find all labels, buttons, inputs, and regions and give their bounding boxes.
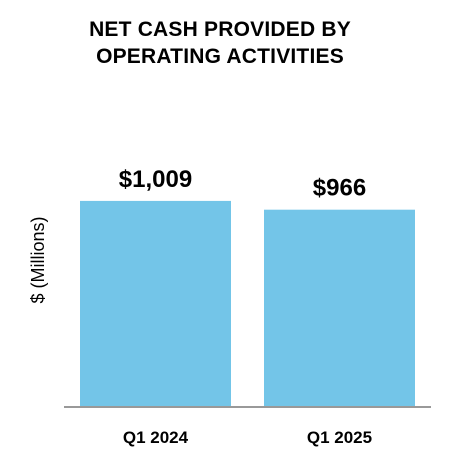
bar-q1-2025 <box>264 209 415 407</box>
chart-title-line-1: NET CASH PROVIDED BY <box>89 18 351 41</box>
y-axis-label: $ (Millions) <box>28 216 48 303</box>
data-label-q1-2025: $966 <box>313 175 366 202</box>
x-tick-label-q1-2024: Q1 2024 <box>123 428 189 447</box>
data-labels-group: $1,009 $966 <box>119 166 366 202</box>
bar-q1-2024 <box>80 200 231 407</box>
chart-title: NET CASH PROVIDED BY OPERATING ACTIVITIE… <box>0 16 440 70</box>
bars-group <box>80 200 415 407</box>
data-label-q1-2024: $1,009 <box>119 166 192 193</box>
x-tick-label-q1-2025: Q1 2025 <box>307 428 372 447</box>
chart-title-line-2: OPERATING ACTIVITIES <box>96 45 344 68</box>
x-tick-labels-group: Q1 2024 Q1 2025 <box>123 428 372 447</box>
